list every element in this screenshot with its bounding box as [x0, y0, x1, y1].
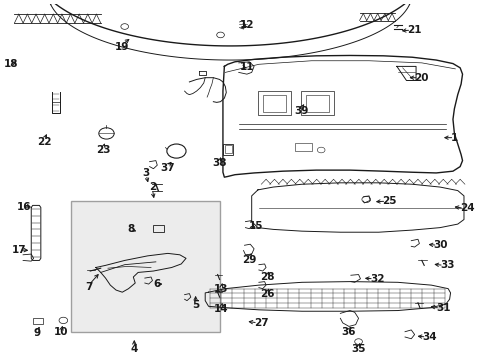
- Text: 26: 26: [260, 289, 274, 300]
- Bar: [262, 95, 285, 112]
- Text: 10: 10: [54, 328, 68, 337]
- Text: 22: 22: [37, 137, 51, 147]
- Text: 37: 37: [160, 163, 175, 173]
- Bar: [71, 201, 219, 332]
- Text: 4: 4: [130, 344, 138, 354]
- Bar: [301, 91, 333, 115]
- Bar: [257, 91, 290, 115]
- Text: 38: 38: [212, 158, 226, 168]
- Text: 18: 18: [3, 59, 18, 69]
- Text: 9: 9: [34, 328, 41, 338]
- Bar: [33, 318, 43, 324]
- Text: 15: 15: [248, 221, 262, 231]
- Text: 6: 6: [153, 279, 161, 289]
- Text: 25: 25: [382, 196, 396, 206]
- Text: 36: 36: [341, 328, 355, 337]
- Text: 23: 23: [96, 145, 110, 156]
- Text: 32: 32: [369, 274, 384, 284]
- Text: 2: 2: [148, 183, 156, 192]
- Text: 19: 19: [115, 42, 129, 52]
- Text: 5: 5: [192, 300, 199, 310]
- Text: 28: 28: [260, 273, 274, 283]
- Bar: [305, 95, 328, 112]
- Text: 35: 35: [350, 344, 365, 354]
- Text: 1: 1: [449, 133, 457, 143]
- Text: 39: 39: [293, 106, 307, 116]
- Text: 12: 12: [239, 21, 254, 31]
- Bar: [224, 145, 231, 153]
- Text: 3: 3: [142, 167, 150, 177]
- Text: 21: 21: [407, 25, 421, 35]
- Text: 20: 20: [414, 73, 428, 83]
- Text: 30: 30: [433, 240, 447, 250]
- Bar: [223, 144, 233, 154]
- Text: 16: 16: [17, 202, 31, 212]
- Text: 11: 11: [239, 62, 254, 72]
- Bar: [153, 225, 163, 231]
- Text: 27: 27: [254, 318, 268, 328]
- Text: 17: 17: [12, 245, 26, 255]
- Text: 33: 33: [439, 260, 453, 270]
- Text: 29: 29: [242, 255, 256, 265]
- Text: 14: 14: [214, 304, 228, 314]
- Text: 8: 8: [127, 224, 134, 234]
- Text: 13: 13: [214, 284, 228, 294]
- Text: 7: 7: [85, 282, 92, 292]
- Text: 31: 31: [435, 303, 450, 313]
- Text: 24: 24: [459, 203, 474, 213]
- Text: 34: 34: [422, 332, 436, 342]
- Bar: [294, 143, 311, 151]
